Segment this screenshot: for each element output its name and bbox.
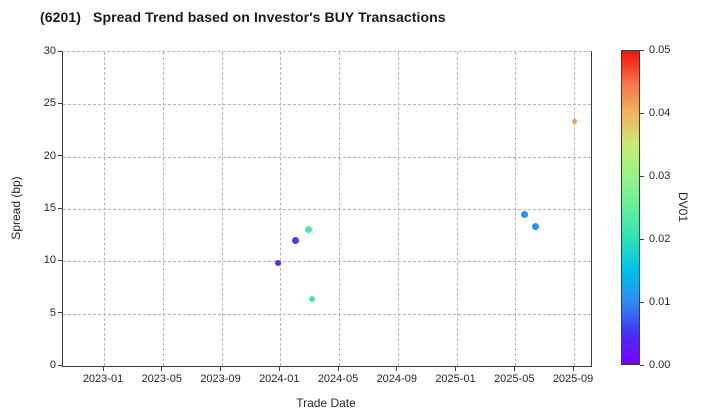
x-tick-label: 2025-01 bbox=[435, 373, 476, 385]
x-tick-mark bbox=[220, 366, 221, 371]
y-tick-label: 5 bbox=[49, 306, 56, 319]
colorbar-tick-label: 0.03 bbox=[649, 170, 671, 182]
x-gridline bbox=[456, 52, 458, 366]
y-gridline bbox=[63, 313, 591, 315]
x-tick-label: 2024-05 bbox=[317, 373, 359, 385]
x-tick-mark bbox=[102, 366, 104, 371]
colorbar-label: DV01 bbox=[676, 191, 690, 223]
x-tick-label: 2023-05 bbox=[141, 373, 182, 385]
x-gridline bbox=[397, 52, 399, 366]
x-gridline bbox=[339, 52, 340, 366]
colorbar-tick-label: 0.00 bbox=[649, 359, 671, 371]
data-point bbox=[572, 118, 578, 124]
y-tick-label: 20 bbox=[43, 149, 56, 162]
y-gridline bbox=[63, 261, 591, 263]
plot-area bbox=[62, 51, 592, 367]
colorbar-tick-mark bbox=[640, 301, 644, 303]
x-tick-label: 2025-05 bbox=[494, 373, 535, 385]
x-tick-label: 2023-09 bbox=[200, 373, 241, 385]
x-tick-mark bbox=[455, 366, 456, 371]
colorbar-gradient bbox=[621, 50, 640, 365]
data-point bbox=[275, 260, 282, 267]
x-gridline bbox=[104, 52, 105, 366]
x-tick-mark bbox=[396, 366, 398, 371]
colorbar-tick-label: 0.02 bbox=[649, 233, 671, 245]
data-point bbox=[308, 296, 315, 302]
colorbar-tick-label: 0.04 bbox=[649, 107, 671, 119]
y-axis-label: Spread (bp) bbox=[9, 176, 23, 240]
x-gridline bbox=[515, 52, 517, 366]
x-tick-label: 2024-01 bbox=[259, 373, 300, 385]
x-tick-mark bbox=[513, 366, 515, 371]
x-tick-mark bbox=[161, 366, 163, 371]
colorbar-tick-mark bbox=[640, 238, 644, 240]
x-gridline bbox=[574, 52, 575, 366]
x-tick-label: 2025-09 bbox=[552, 373, 594, 385]
data-point bbox=[305, 226, 313, 234]
x-tick-label: 2023-01 bbox=[82, 373, 124, 385]
colorbar-tick-mark bbox=[640, 364, 644, 366]
y-tick-mark bbox=[58, 155, 62, 157]
x-gridline bbox=[221, 52, 223, 366]
y-gridline bbox=[63, 209, 591, 210]
colorbar-tick-mark bbox=[640, 49, 644, 51]
x-gridline bbox=[280, 52, 282, 366]
x-tick-mark bbox=[572, 366, 574, 371]
y-tick-mark bbox=[58, 102, 62, 104]
x-tick-mark bbox=[337, 366, 339, 371]
chart-title: (6201) Spread Trend based on Investor's … bbox=[40, 9, 446, 25]
y-tick-mark bbox=[58, 364, 62, 366]
colorbar-tick-label: 0.05 bbox=[649, 44, 671, 56]
x-tick-label: 2024-09 bbox=[376, 373, 417, 385]
y-tick-label: 15 bbox=[43, 202, 56, 214]
x-tick-mark bbox=[278, 366, 280, 371]
data-point bbox=[292, 236, 300, 244]
y-tick-label: 10 bbox=[43, 254, 56, 267]
y-gridline bbox=[63, 156, 591, 158]
y-tick-mark bbox=[58, 50, 62, 52]
y-tick-label: 0 bbox=[49, 359, 56, 371]
y-tick-label: 25 bbox=[43, 97, 56, 110]
colorbar-tick-mark bbox=[640, 112, 644, 114]
y-tick-mark bbox=[58, 312, 62, 314]
colorbar-tick-label: 0.01 bbox=[649, 296, 671, 308]
y-tick-label: 30 bbox=[43, 45, 56, 57]
y-tick-mark bbox=[58, 207, 62, 209]
x-gridline bbox=[162, 52, 164, 366]
data-point bbox=[531, 223, 539, 231]
colorbar-tick-mark bbox=[640, 175, 644, 177]
data-point bbox=[520, 210, 528, 218]
y-gridline bbox=[63, 104, 591, 106]
x-axis-label: Trade Date bbox=[296, 396, 356, 410]
y-tick-mark bbox=[58, 259, 62, 261]
